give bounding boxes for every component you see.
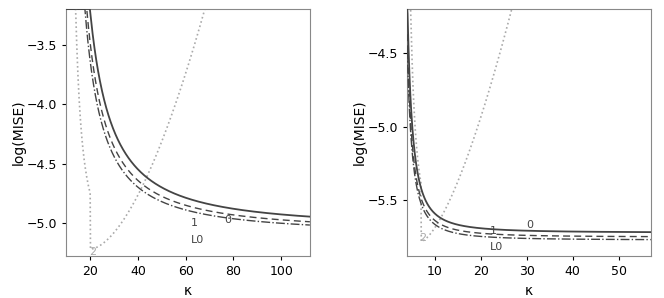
Text: 0: 0 — [527, 220, 534, 230]
Text: L0: L0 — [490, 242, 503, 252]
X-axis label: κ: κ — [184, 284, 192, 298]
Text: 2: 2 — [419, 233, 426, 243]
Text: 1: 1 — [191, 218, 197, 228]
Y-axis label: log(MISE): log(MISE) — [11, 100, 25, 165]
Text: 2: 2 — [89, 247, 96, 257]
Y-axis label: log(MISE): log(MISE) — [353, 100, 367, 165]
Text: 0: 0 — [224, 215, 231, 225]
Text: L0: L0 — [191, 235, 204, 245]
Text: 1: 1 — [490, 226, 497, 236]
X-axis label: κ: κ — [525, 284, 533, 298]
